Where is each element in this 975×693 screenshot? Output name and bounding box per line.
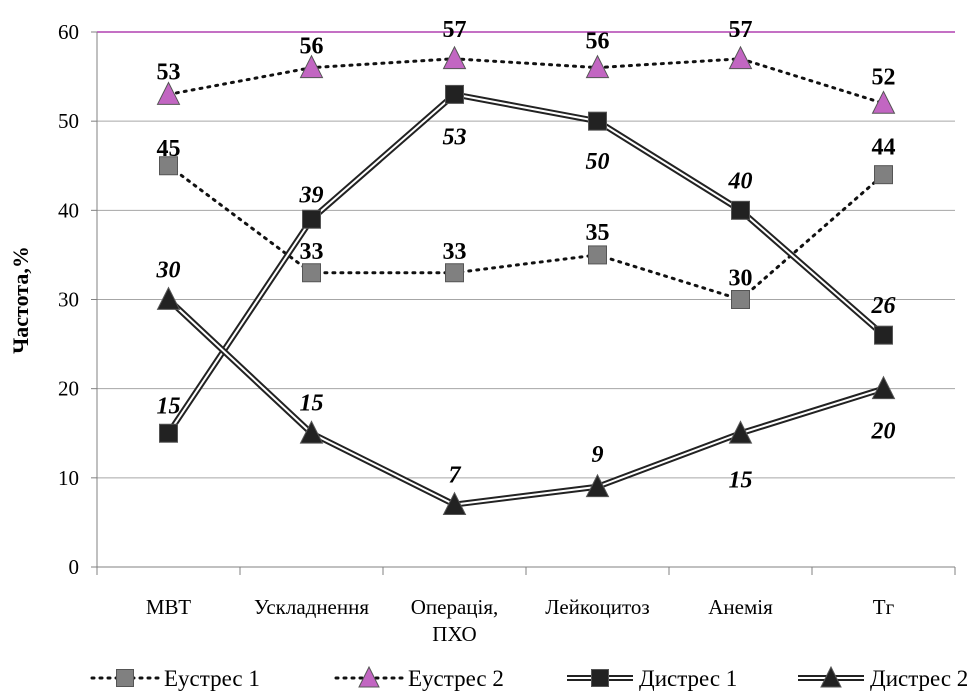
x-tick-label: Анемія: [708, 595, 773, 619]
grid: [97, 31, 955, 479]
data-label: 40: [728, 168, 753, 194]
data-point-marker: [442, 45, 467, 70]
series-line-inner: [167, 298, 884, 506]
data-point-marker: [874, 325, 893, 345]
data-point-marker: [874, 165, 893, 185]
data-point-marker: [728, 45, 753, 70]
data-label: 35: [586, 220, 610, 246]
x-tick-label: Ускладнення: [254, 595, 369, 619]
data-point-marker: [820, 665, 842, 688]
data-label: 15: [157, 393, 181, 419]
data-label: 53: [443, 124, 467, 150]
data-point-marker: [116, 669, 134, 687]
data-label: 7: [449, 463, 462, 489]
series-layer: [156, 45, 896, 515]
data-label: 45: [157, 136, 181, 162]
data-label: 15: [300, 390, 324, 416]
series-line: [167, 164, 885, 302]
data-point-marker: [159, 423, 178, 443]
data-point-marker: [585, 473, 610, 498]
data-point-marker: [588, 245, 607, 265]
data-point-marker: [156, 286, 181, 310]
x-tick-label: Лейкоцитоз: [545, 595, 649, 619]
x-tick-label: МВТ: [146, 595, 191, 619]
data-point-marker: [731, 200, 750, 220]
data-label: 52: [872, 64, 896, 90]
y-axis-label: Частота,%: [8, 246, 33, 354]
data-point-marker: [591, 669, 609, 687]
data-label: 57: [443, 17, 467, 43]
series-line-inner: [167, 93, 885, 434]
data-label: 39: [299, 182, 324, 208]
data-label: 20: [871, 419, 896, 445]
data-point-marker: [871, 375, 896, 400]
data-point-marker: [358, 665, 380, 688]
data-point-marker: [728, 420, 753, 444]
data-label: 56: [586, 29, 610, 55]
y-tick-label: 20: [58, 377, 79, 401]
legend: Еустрес 1 Еустрес 2 Дистрес 1 Дистрес 2: [90, 665, 968, 691]
data-label: 30: [156, 258, 181, 284]
legend-label: Еустрес 2: [408, 666, 504, 691]
y-tick-label: 40: [58, 198, 79, 222]
series-line: [167, 57, 885, 105]
legend-label: Дистрес 1: [639, 666, 737, 691]
data-label: 57: [729, 17, 753, 43]
data-label: 53: [157, 59, 181, 85]
data-point-marker: [871, 90, 896, 114]
data-label: 56: [300, 34, 324, 60]
data-point-marker: [302, 263, 321, 283]
data-point-marker: [156, 81, 181, 105]
x-tick-label: Тг: [873, 595, 895, 619]
data-point-marker: [302, 209, 321, 229]
y-tick-label: 60: [58, 20, 79, 44]
data-label: 9: [592, 442, 604, 468]
data-labels: 45 33 33 35 30 44 53 56 57 56 57 52 15 39 53 50 40 26 30 15…: [156, 17, 896, 494]
data-label: 30: [729, 266, 753, 292]
legend-label: Дистрес 2: [870, 666, 968, 691]
data-label: 50: [586, 149, 610, 175]
data-point-marker: [299, 54, 324, 79]
y-tick-label: 30: [58, 288, 79, 312]
data-point-marker: [585, 54, 610, 79]
data-label: 33: [300, 239, 324, 265]
y-tick-label: 0: [69, 555, 80, 579]
x-tick-label: Операція,: [411, 595, 499, 619]
data-point-marker: [588, 111, 607, 131]
data-point-marker: [299, 420, 324, 444]
data-point-marker: [731, 290, 750, 309]
data-point-marker: [159, 156, 178, 176]
data-point-marker: [442, 491, 467, 515]
y-tick-label: 10: [58, 466, 79, 490]
legend-label: Еустрес 1: [164, 666, 260, 691]
data-point-marker: [445, 263, 464, 283]
data-label: 15: [729, 467, 753, 493]
data-label: 44: [872, 135, 896, 161]
data-label: 26: [871, 293, 896, 319]
axes: 0 10 20 30 40 50 60 МВТ Ускладнення Операція, ПХО Л…: [58, 20, 956, 646]
series-line: [166, 297, 885, 508]
data-label: 33: [443, 239, 467, 265]
x-tick-label: ПХО: [432, 622, 476, 646]
y-tick-label: 50: [58, 109, 79, 133]
data-point-marker: [445, 84, 464, 104]
